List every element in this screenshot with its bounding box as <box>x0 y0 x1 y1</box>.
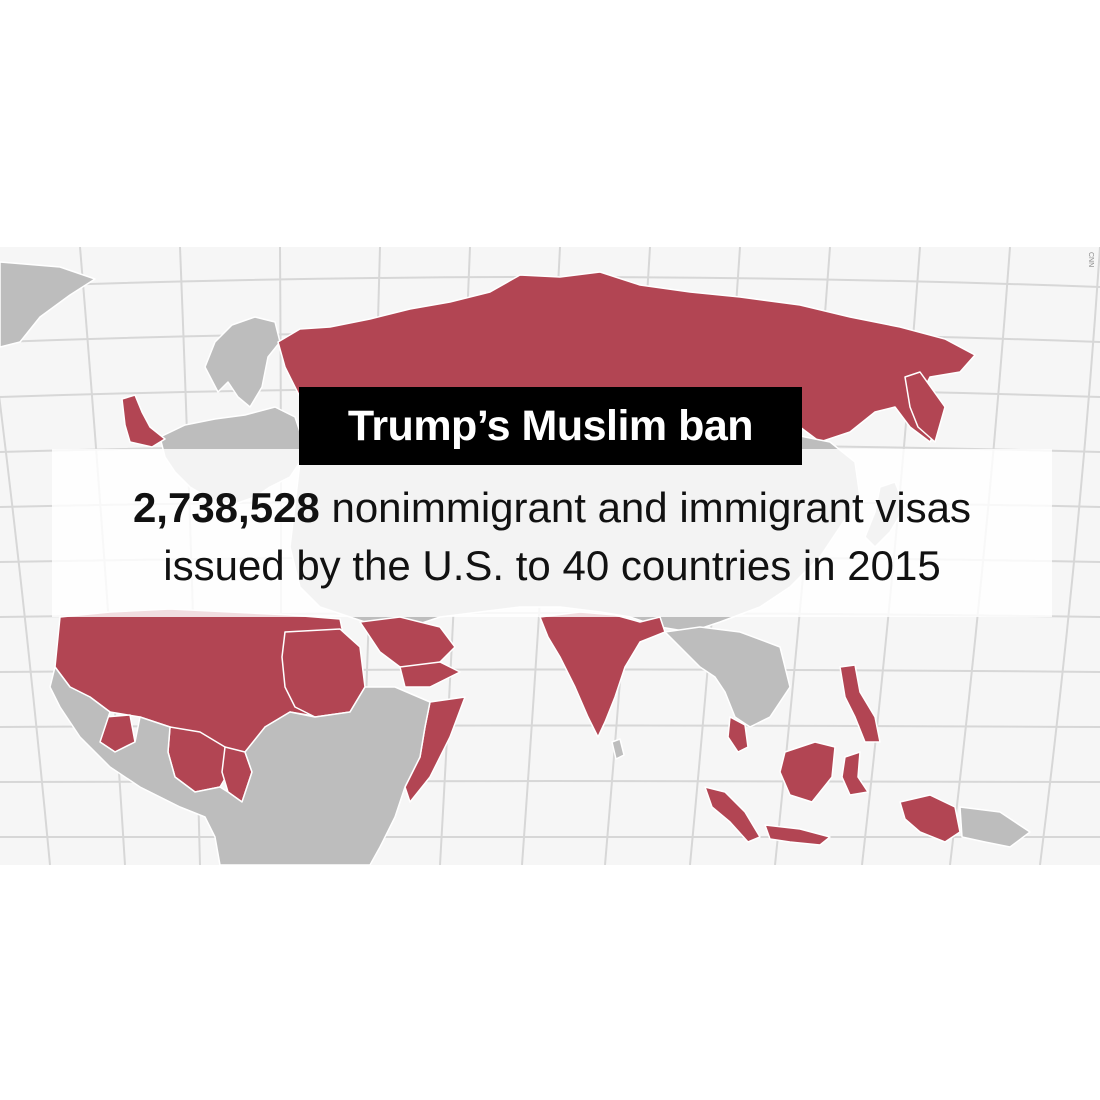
country-west-papua <box>899 794 961 843</box>
country-malaysia <box>727 716 749 753</box>
country-sumatra <box>704 786 761 843</box>
land-southeast-asia <box>664 626 791 728</box>
country-uk <box>121 394 166 448</box>
country-borneo <box>779 741 836 803</box>
cnn-watermark: CNN <box>1087 252 1094 268</box>
stat-line2: issued by the U.S. to 40 countries in 20… <box>163 542 941 589</box>
country-sri-lanka <box>611 738 625 760</box>
stat-panel: 2,738,528 nonimmigrant and immigrant vis… <box>52 449 1052 617</box>
country-india <box>539 611 666 738</box>
country-papua-new-guinea <box>959 806 1031 848</box>
land-africa-south <box>49 666 431 865</box>
stat-line1-rest: nonimmigrant and immigrant visas <box>319 484 972 531</box>
title-banner: Trump’s Muslim ban <box>299 387 802 465</box>
country-sudan <box>281 628 366 718</box>
title-text: Trump’s Muslim ban <box>347 401 754 450</box>
country-russia-kamchatka <box>904 371 946 443</box>
country-java <box>764 824 831 846</box>
country-saudi-arabia <box>359 616 456 668</box>
country-sulawesi <box>841 751 869 796</box>
country-yemen <box>399 661 461 688</box>
country-philippines <box>839 664 881 743</box>
land-greenland <box>0 261 96 348</box>
land-scandinavia <box>204 316 281 408</box>
stat-number: 2,738,528 <box>132 484 320 531</box>
